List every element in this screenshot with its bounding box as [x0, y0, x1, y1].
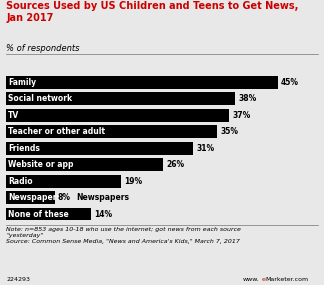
Bar	[6, 76, 278, 89]
Text: Sources Used by US Children and Teens to Get News,
Jan 2017: Sources Used by US Children and Teens to…	[6, 1, 299, 23]
Text: Newspapers: Newspapers	[76, 193, 129, 202]
Text: Radio: Radio	[8, 177, 33, 186]
Bar	[6, 191, 55, 204]
Text: e: e	[262, 277, 266, 282]
Text: Newspapers: Newspapers	[8, 193, 61, 202]
Text: 31%: 31%	[196, 144, 214, 153]
Text: 45%: 45%	[281, 78, 299, 87]
Text: www.: www.	[243, 277, 260, 282]
Bar	[6, 92, 236, 105]
Bar	[6, 109, 229, 122]
Bar	[6, 125, 217, 138]
Text: 14%: 14%	[94, 209, 112, 219]
Text: % of respondents: % of respondents	[6, 44, 80, 53]
Text: 224293: 224293	[6, 277, 30, 282]
Bar	[6, 142, 193, 155]
Text: Note: n=853 ages 10-18 who use the internet; got news from each source
"yesterda: Note: n=853 ages 10-18 who use the inter…	[6, 227, 241, 244]
Text: 37%: 37%	[232, 111, 251, 120]
Text: 35%: 35%	[220, 127, 238, 136]
Text: Social network: Social network	[8, 94, 72, 103]
Text: 26%: 26%	[166, 160, 184, 169]
Bar	[6, 175, 121, 188]
Text: Teacher or other adult: Teacher or other adult	[8, 127, 105, 136]
Bar	[6, 158, 163, 171]
Text: Family: Family	[8, 78, 36, 87]
Text: 8%: 8%	[58, 193, 71, 202]
Text: Friends: Friends	[8, 144, 40, 153]
Text: Marketer.com: Marketer.com	[265, 277, 308, 282]
Bar	[6, 208, 91, 221]
Text: TV: TV	[8, 111, 19, 120]
Text: Website or app: Website or app	[8, 160, 74, 169]
Text: None of these: None of these	[8, 209, 69, 219]
Text: 19%: 19%	[124, 177, 142, 186]
Text: 38%: 38%	[238, 94, 257, 103]
